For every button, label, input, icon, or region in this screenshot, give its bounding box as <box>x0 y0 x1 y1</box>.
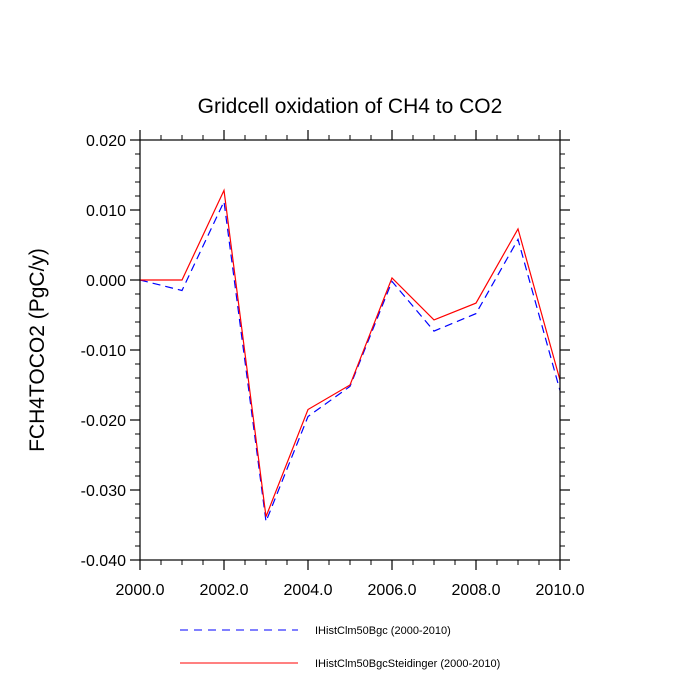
y-axis-label: FCH4TOCO2 (PgC/y) <box>26 248 49 452</box>
axis-ticks: -0.040 -0.030 -0.020 -0.010 0.000 0.010 0.020 2… <box>81 130 585 599</box>
y-tick-label: -0.020 <box>81 413 126 430</box>
series-lines <box>139 188 561 524</box>
series-line-1 <box>139 199 561 524</box>
legend-label-2: IHistClm50BgcSteidinger (2000-2010) <box>315 658 500 670</box>
y-tick-label: 0.010 <box>86 203 126 220</box>
y-tick-label: 0.020 <box>86 133 126 150</box>
plot-frame <box>139 139 561 561</box>
x-tick-label: 2004.0 <box>284 582 333 599</box>
x-tick-label: 2008.0 <box>452 582 501 599</box>
legend: IHistClm50Bgc (2000-2010) IHistClm50BgcSt… <box>180 625 500 670</box>
x-tick-label: 2002.0 <box>200 582 249 599</box>
y-tick-label: -0.030 <box>81 483 126 500</box>
chart-title: Gridcell oxidation of CH4 to CO2 <box>198 95 503 118</box>
legend-label-1: IHistClm50Bgc (2000-2010) <box>315 625 451 637</box>
x-tick-label: 2006.0 <box>368 582 417 599</box>
y-tick-label: 0.000 <box>86 273 126 290</box>
y-tick-label: -0.040 <box>81 553 126 570</box>
x-tick-label: 2010.0 <box>536 582 585 599</box>
y-tick-label: -0.010 <box>81 343 126 360</box>
x-tick-label: 2000.0 <box>116 582 165 599</box>
series-line-2 <box>140 188 561 517</box>
